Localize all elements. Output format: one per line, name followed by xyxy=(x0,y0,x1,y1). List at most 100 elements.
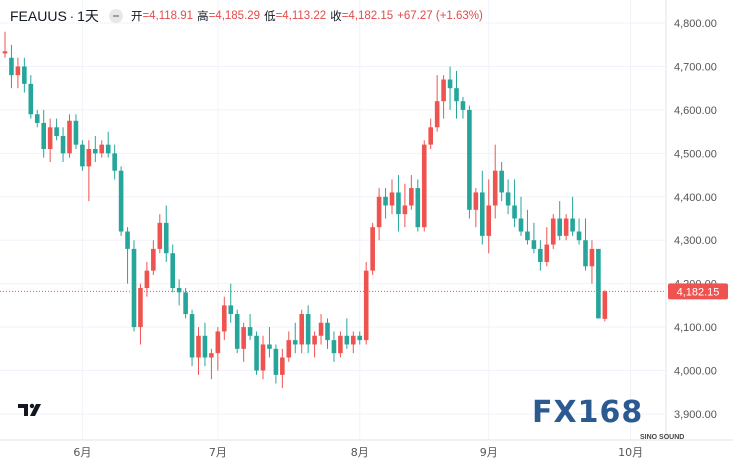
candle-body xyxy=(512,205,517,219)
candle-body xyxy=(421,144,427,228)
high-label: 高 xyxy=(197,11,209,23)
candle xyxy=(389,179,395,215)
candle xyxy=(260,335,266,380)
candle-body xyxy=(2,51,8,54)
candle-body xyxy=(331,340,337,354)
interval-label[interactable]: 1天 xyxy=(77,8,99,24)
candle xyxy=(157,214,163,254)
candle xyxy=(292,322,298,354)
candle xyxy=(512,179,517,228)
candle xyxy=(73,114,79,149)
candle xyxy=(344,318,350,349)
candle xyxy=(2,31,8,58)
candle xyxy=(28,75,34,119)
candle-body xyxy=(163,222,169,254)
candle-body xyxy=(67,120,72,154)
candle xyxy=(183,288,188,319)
y-tick-label: 4,100.00 xyxy=(674,322,717,334)
candle xyxy=(338,331,343,358)
candle-body xyxy=(47,127,53,149)
candle-body xyxy=(183,292,188,315)
candle xyxy=(538,240,543,271)
candle-body xyxy=(267,344,272,349)
sino-sound-watermark: SINO SOUND xyxy=(640,434,685,441)
low-label: 低 xyxy=(264,11,276,23)
candle-body xyxy=(222,305,227,332)
open-value: =4,118.91 xyxy=(142,10,194,22)
candle xyxy=(576,218,582,245)
candle xyxy=(550,214,556,249)
candle xyxy=(505,179,511,215)
candle xyxy=(447,66,453,110)
candle-body xyxy=(383,196,388,206)
symbol-header[interactable]: FEAUUS · 1天 开 =4,118.91 高 =4,185.29 低 =4,11… xyxy=(10,7,483,25)
candle-body xyxy=(499,170,504,193)
candle-body xyxy=(299,314,304,345)
candle xyxy=(196,327,201,375)
candle xyxy=(402,183,408,228)
candle xyxy=(409,175,414,210)
candle-body xyxy=(189,314,195,358)
candle-body xyxy=(241,327,246,349)
candle xyxy=(202,322,208,367)
candle-body xyxy=(209,353,214,358)
candle-body xyxy=(441,79,446,102)
candle xyxy=(215,327,221,371)
candle-body xyxy=(538,248,543,262)
candle xyxy=(22,57,27,93)
candle-body xyxy=(99,144,105,154)
candle-body xyxy=(550,218,556,245)
candle xyxy=(254,331,259,375)
time-axis[interactable]: 6月 7月 8月 9月 10月 xyxy=(73,446,643,459)
candle-body xyxy=(196,335,201,358)
x-tick-label: 8月 xyxy=(351,446,369,459)
x-tick-label: 9月 xyxy=(480,446,498,459)
candle-body xyxy=(325,322,330,341)
candle-body xyxy=(531,240,537,249)
candle xyxy=(415,179,421,232)
candle-body xyxy=(589,248,595,267)
candle xyxy=(112,144,117,180)
x-tick-label: 6月 xyxy=(73,446,91,459)
candle xyxy=(47,118,53,163)
candle xyxy=(351,331,356,354)
candle xyxy=(247,314,253,341)
candle xyxy=(441,75,446,119)
candle xyxy=(241,322,246,362)
tradingview-logo-icon[interactable] xyxy=(18,402,46,418)
x-tick-label: 7月 xyxy=(209,446,227,459)
symbol-name[interactable]: FEAUUS xyxy=(10,8,67,24)
candle xyxy=(557,201,562,241)
candle xyxy=(467,105,472,219)
candle xyxy=(563,214,569,241)
candle xyxy=(151,240,156,275)
candle-body xyxy=(396,192,401,215)
candle-body xyxy=(170,253,175,288)
candle xyxy=(60,127,66,163)
candle-body xyxy=(118,170,124,232)
candle-body xyxy=(351,335,356,345)
last-price-label: 4,182.15 xyxy=(677,286,720,298)
collapse-icon[interactable] xyxy=(108,9,123,23)
candle xyxy=(138,283,143,345)
candle-body xyxy=(402,205,408,215)
candle xyxy=(163,205,169,262)
candle xyxy=(280,348,285,388)
open-label: 开 xyxy=(130,11,143,23)
candle-body xyxy=(370,227,375,271)
candle xyxy=(189,309,195,367)
y-tick-label: 4,800.00 xyxy=(674,18,717,30)
price-axis[interactable]: 3,900.004,000.004,100.004,200.004,300.00… xyxy=(674,18,717,421)
candle-body xyxy=(486,205,492,236)
change-value: +67.27 (+1.63%) xyxy=(397,10,483,22)
candle-body xyxy=(544,244,550,262)
candle xyxy=(312,331,317,358)
candle-body xyxy=(576,231,582,241)
close-value: =4,182.15 xyxy=(341,10,394,22)
candle xyxy=(325,318,330,349)
candle xyxy=(170,244,175,293)
candle-body xyxy=(434,101,440,128)
candle-body xyxy=(247,327,253,336)
candle xyxy=(357,331,363,345)
